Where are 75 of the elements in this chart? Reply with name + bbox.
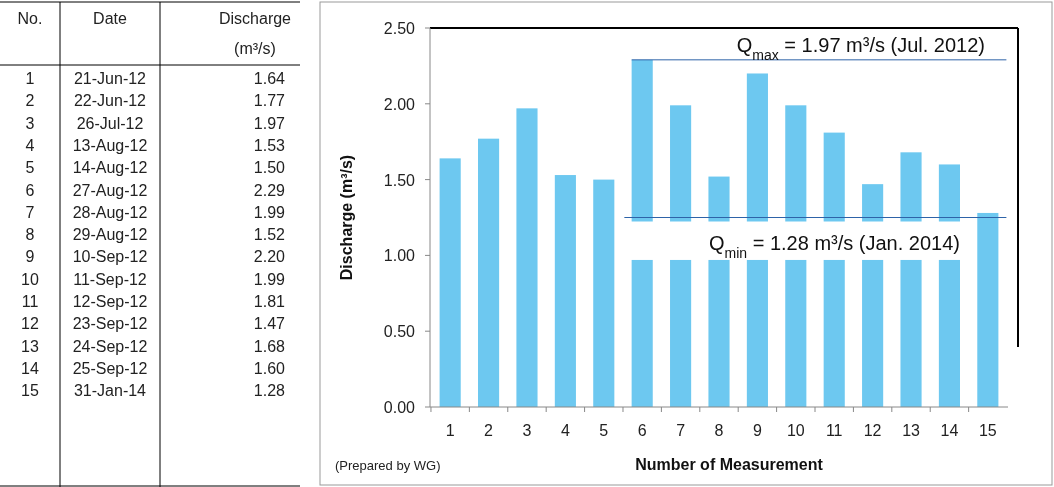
- text: 1.52: [253, 226, 286, 244]
- text: (Prepared by WG): [335, 458, 441, 473]
- category-label: 6: [25, 181, 35, 199]
- text: 12-Sep-12: [72, 293, 148, 310]
- text: 1.77: [253, 92, 286, 110]
- text: 23-Sep-12: [72, 315, 148, 333]
- text: 27-Aug-12: [72, 181, 148, 199]
- text: 14-Aug-12: [72, 159, 148, 177]
- x-tick-label: 14: [940, 422, 959, 439]
- text: (m³/s): [234, 40, 276, 57]
- y-tick-label: 0.50: [383, 323, 416, 341]
- text: 10-Sep-12: [72, 248, 148, 266]
- text: 13-Aug-12: [72, 136, 148, 154]
- x-tick-label: 10: [786, 422, 805, 439]
- x-tick-label: 6: [637, 422, 647, 439]
- text: 29-Aug-12: [72, 226, 148, 244]
- text: 1.53: [253, 136, 286, 154]
- text: 2.29: [253, 181, 286, 199]
- y-tick-label: 1.00: [383, 247, 416, 265]
- x-tick-label: 5: [599, 422, 609, 439]
- text: 1.99: [253, 270, 286, 288]
- y-tick-label: 1.50: [383, 171, 416, 189]
- text: 21-Jun-12: [73, 70, 147, 87]
- text: 1.99: [253, 203, 286, 221]
- text: 1.60: [253, 359, 286, 377]
- text: No.: [17, 10, 43, 27]
- x-tick-label: 15: [978, 422, 997, 439]
- text: 11-Sep-12: [73, 270, 147, 288]
- category-label: 10: [21, 270, 39, 288]
- category-label: 5: [25, 159, 35, 177]
- category-label: 3: [25, 114, 35, 132]
- category-label: 1: [25, 70, 35, 87]
- category-label: 13: [21, 337, 39, 355]
- x-tick-label: 12: [863, 422, 882, 439]
- category-label: 14: [21, 359, 39, 377]
- y-axis-title: Discharge (m³/s): [338, 154, 355, 281]
- text: 1.28: [253, 382, 286, 400]
- x-tick-label: 13: [902, 422, 921, 439]
- annotation: Q$_{max}$ = 1.97 m³/s (Jul. 2012): [736, 33, 985, 63]
- x-tick-label: 1: [445, 422, 455, 439]
- x-tick-label: 7: [676, 422, 686, 439]
- y-tick-label: 2.00: [383, 95, 416, 113]
- text: 2.20: [253, 248, 286, 266]
- category-label: 11: [21, 293, 39, 310]
- category-label: 4: [25, 136, 35, 154]
- x-tick-label: 8: [714, 422, 724, 439]
- category-label: 7: [25, 203, 35, 221]
- text: Date: [93, 10, 127, 27]
- text: 24-Sep-12: [72, 337, 148, 355]
- text: 1.64: [253, 70, 286, 87]
- text: 25-Sep-12: [72, 359, 148, 377]
- category-label: 9: [25, 248, 35, 266]
- annotation: Q$_{min}$ = 1.28 m³/s (Jan. 2014): [708, 231, 960, 261]
- category-label: 15: [21, 382, 39, 400]
- x-axis-title: Number of Measurement: [635, 456, 824, 473]
- x-tick-label: 2: [484, 422, 494, 439]
- x-tick-label: 11: [825, 422, 843, 439]
- text: 28-Aug-12: [72, 203, 148, 221]
- text: 1.81: [253, 293, 286, 310]
- category-label: 2: [25, 92, 35, 110]
- x-tick-label: 4: [560, 422, 570, 439]
- text: 1.97: [253, 114, 286, 132]
- text: 1.68: [253, 337, 286, 355]
- text: Discharge: [218, 10, 292, 27]
- text: 31-Jan-14: [73, 382, 147, 400]
- text: 26-Jul-12: [76, 114, 144, 132]
- x-tick-label: 9: [752, 422, 762, 439]
- category-label: 12: [21, 315, 39, 333]
- y-tick-label: 2.50: [383, 20, 416, 37]
- text: 22-Jun-12: [73, 92, 147, 110]
- text: 1.47: [253, 315, 286, 333]
- text: 1.50: [253, 159, 286, 177]
- x-tick-label: 3: [522, 422, 532, 439]
- y-tick-label: 0.00: [383, 399, 416, 416]
- category-label: 8: [25, 226, 35, 244]
